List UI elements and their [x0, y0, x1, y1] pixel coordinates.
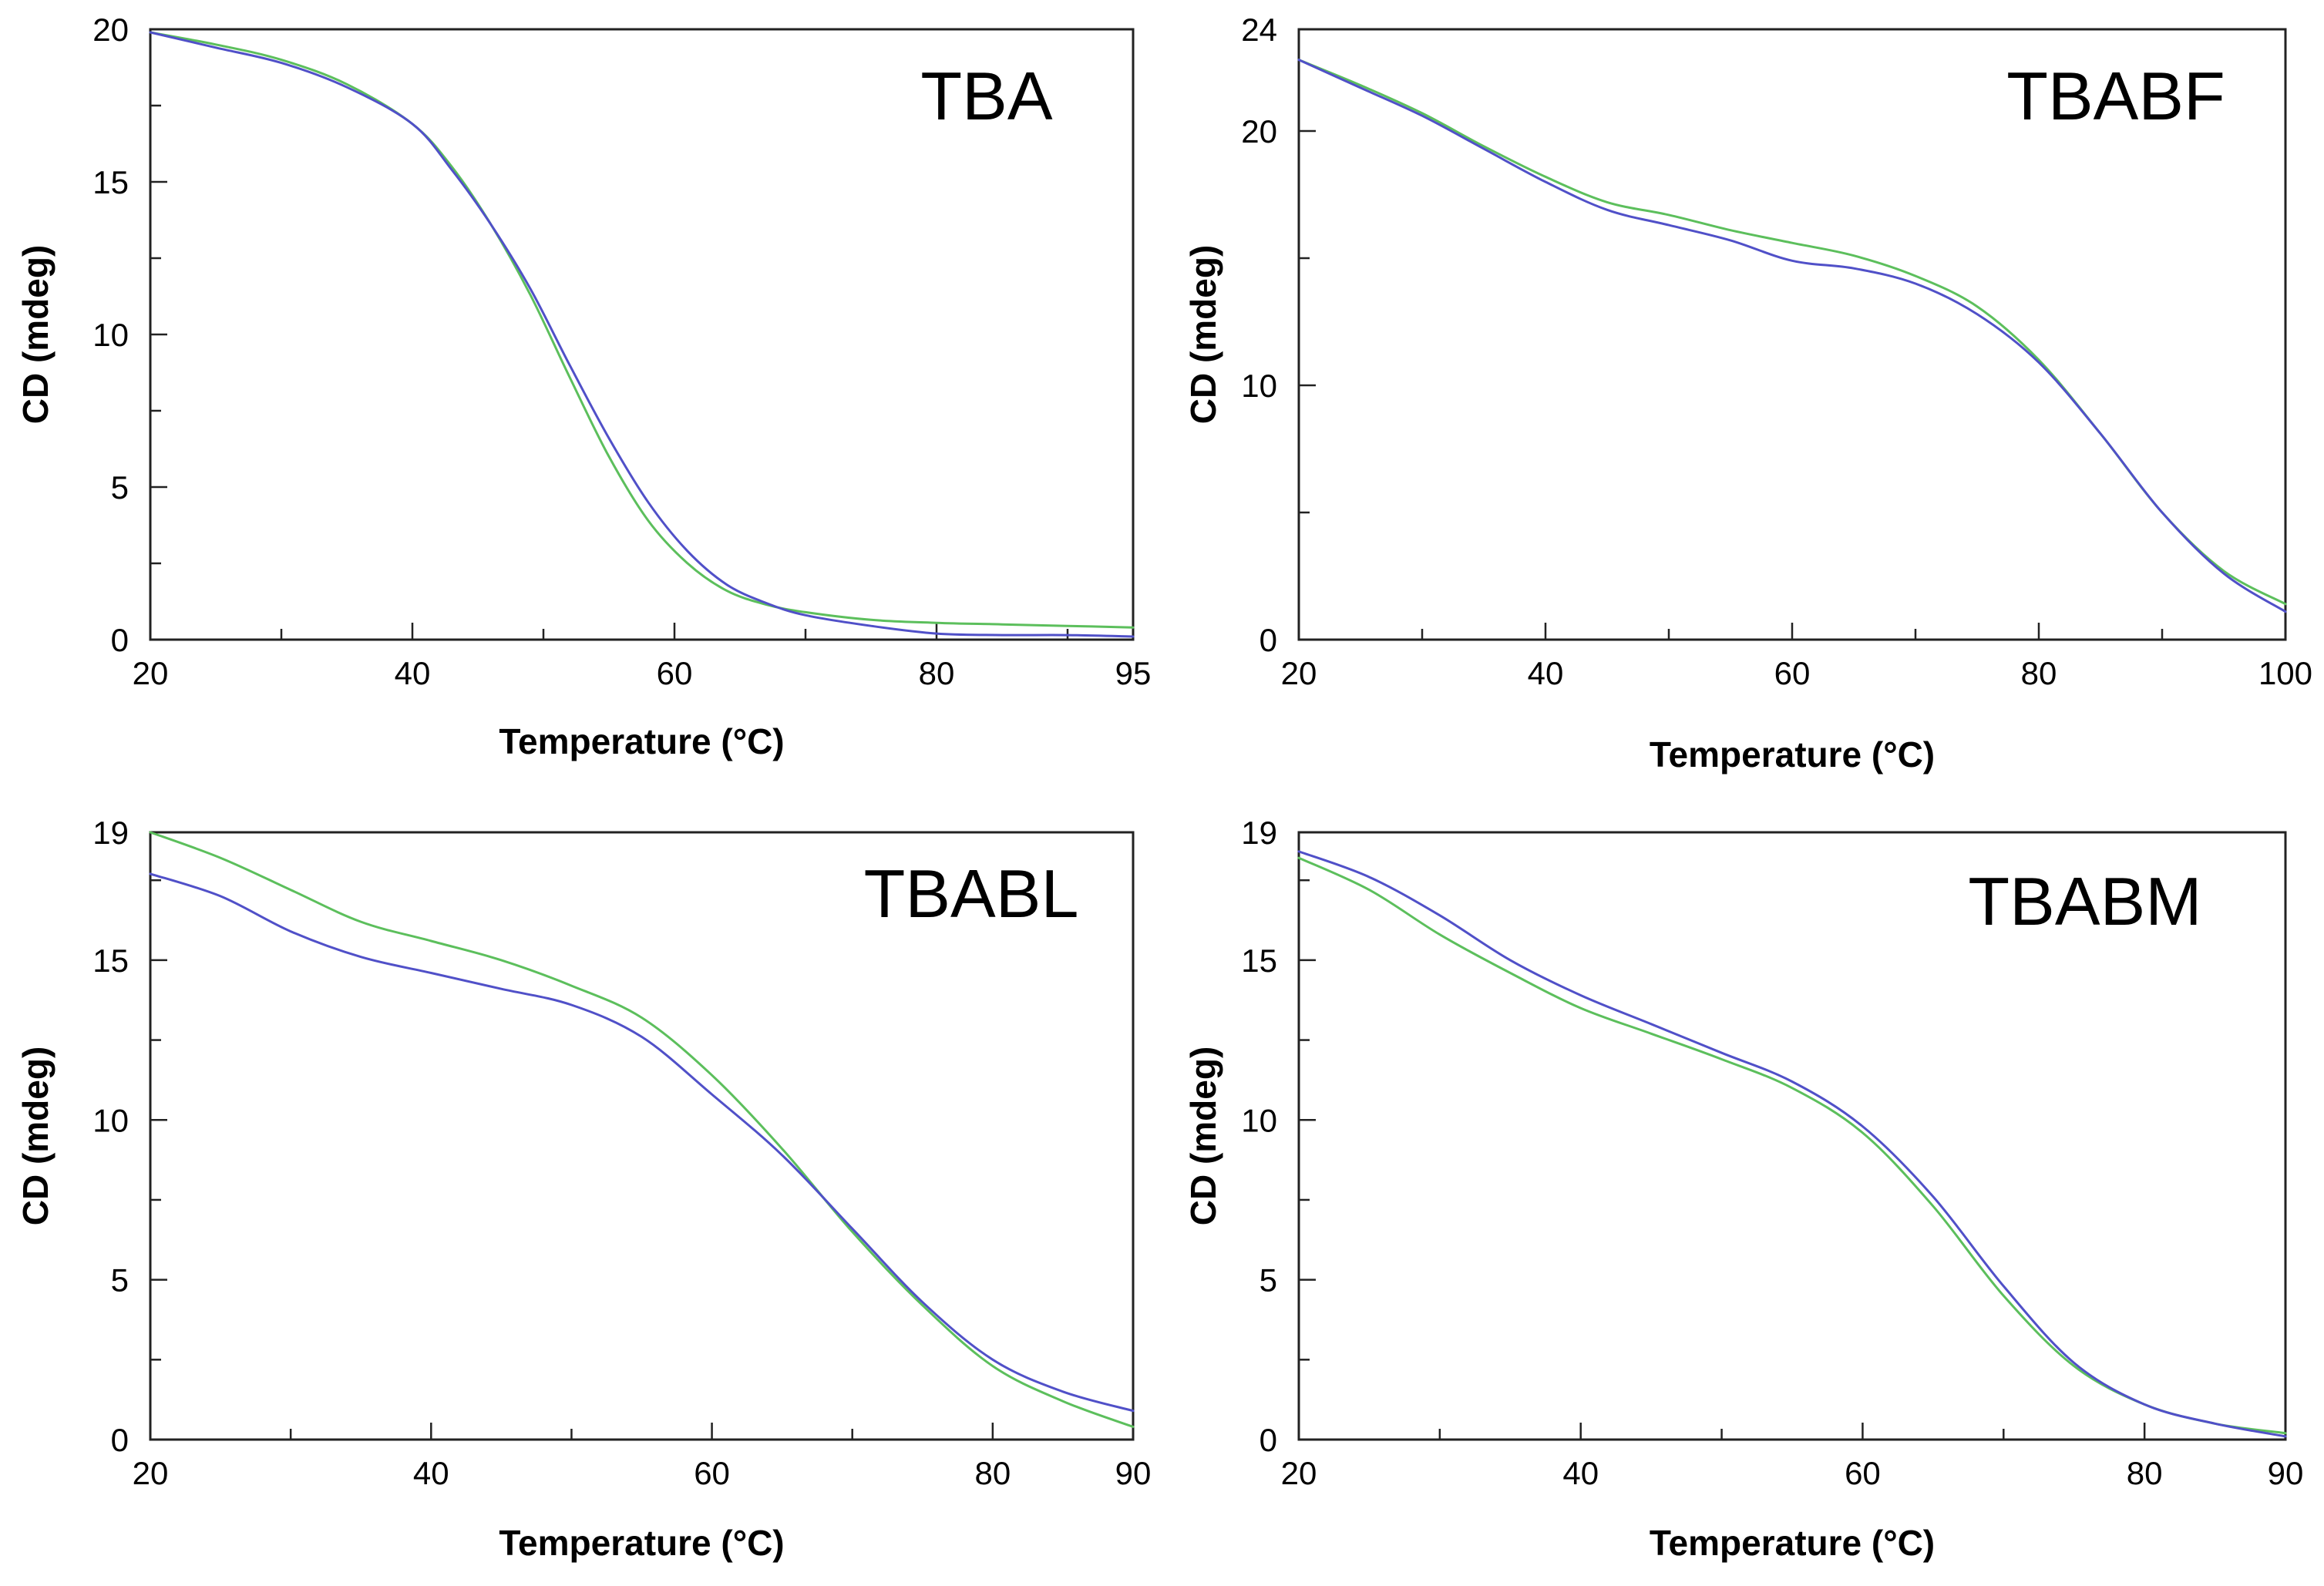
- x-tick-label: 80: [2127, 1455, 2163, 1491]
- y-axis-label: CD (mdeg): [15, 1047, 55, 1226]
- x-tick-label: 60: [694, 1455, 730, 1491]
- plot-frame: [1297, 831, 2287, 1441]
- x-tick-label: 40: [1528, 655, 1564, 691]
- series-line-green: [149, 31, 1135, 629]
- chart-panel-tba: 20 40 60 80 95 0 5 10 15 20 Temperature (°C) CD (md…: [15, 12, 1151, 761]
- x-tick-label: 20: [1281, 1455, 1317, 1491]
- y-tick-label: 15: [92, 164, 129, 200]
- y-tick-label: 19: [92, 815, 129, 851]
- y-tick-label: 10: [1241, 368, 1277, 404]
- y-tick-label: 20: [1241, 113, 1277, 150]
- y-axis-label: CD (mdeg): [15, 245, 55, 425]
- x-tick-label: 20: [1281, 655, 1317, 691]
- y-tick-label: 20: [92, 12, 129, 48]
- y-tick-label: 5: [1260, 1262, 1277, 1299]
- x-tick-label: 40: [1562, 1455, 1599, 1491]
- x-tick-label: 20: [133, 655, 169, 691]
- series-line-blue: [149, 31, 1135, 638]
- x-tick-label: 80: [2021, 655, 2057, 691]
- x-axis-label: Temperature (°C): [499, 721, 784, 761]
- y-axis-label: CD (mdeg): [1183, 245, 1223, 425]
- y-tick-label: 5: [111, 1262, 129, 1299]
- y-axis-label: CD (mdeg): [1183, 1047, 1223, 1226]
- y-tick-label: 15: [92, 943, 129, 979]
- x-tick-label: 100: [2258, 655, 2312, 691]
- y-tick-label: 10: [92, 317, 129, 353]
- x-tick-label: 80: [919, 655, 955, 691]
- chart-panel-tbabf: 20 40 60 80 100 0 10 20 24 Temperature (°C) CD (md…: [1183, 12, 2312, 775]
- panel-title: TBABL: [864, 855, 1079, 932]
- plot-frame: [149, 831, 1135, 1441]
- y-tick-label: 0: [1260, 1422, 1277, 1458]
- series-line-blue: [1297, 59, 2287, 613]
- y-tick-label: 10: [92, 1102, 129, 1138]
- x-tick-label: 60: [657, 655, 693, 691]
- series-line-blue: [1297, 850, 2287, 1438]
- series-line-blue: [149, 872, 1135, 1413]
- x-axis-label: Temperature (°C): [1650, 734, 1935, 775]
- chart-panel-tbabm: 20 40 60 80 90 0 5 10 15 19 Temperature (°C) CD (md…: [1183, 815, 2303, 1563]
- x-axis-label: Temperature (°C): [1650, 1523, 1935, 1563]
- x-tick-label: 90: [2268, 1455, 2304, 1491]
- x-tick-label: 95: [1115, 655, 1152, 691]
- chart-panel-tbabl: 20 40 60 80 90 0 5 10 15 19 Temperature (°C) CD (md…: [15, 815, 1151, 1563]
- x-tick-label: 40: [395, 655, 431, 691]
- y-tick-label: 0: [111, 622, 129, 658]
- y-tick-label: 24: [1241, 12, 1277, 48]
- y-tick-label: 0: [1260, 622, 1277, 658]
- x-tick-label: 80: [974, 1455, 1011, 1491]
- x-tick-label: 20: [133, 1455, 169, 1491]
- x-tick-label: 60: [1845, 1455, 1881, 1491]
- y-tick-label: 5: [111, 469, 129, 506]
- panel-title: TBABF: [2006, 58, 2225, 134]
- series-line-green: [149, 831, 1135, 1428]
- panel-title: TBA: [920, 58, 1052, 134]
- x-tick-label: 60: [1774, 655, 1811, 691]
- y-tick-label: 19: [1241, 815, 1277, 851]
- y-tick-label: 0: [111, 1422, 129, 1458]
- x-axis-label: Temperature (°C): [499, 1523, 784, 1563]
- y-tick-label: 15: [1241, 943, 1277, 979]
- x-tick-label: 90: [1115, 1455, 1152, 1491]
- panel-title: TBABM: [1968, 863, 2201, 939]
- x-tick-label: 40: [413, 1455, 449, 1491]
- y-tick-label: 10: [1241, 1102, 1277, 1138]
